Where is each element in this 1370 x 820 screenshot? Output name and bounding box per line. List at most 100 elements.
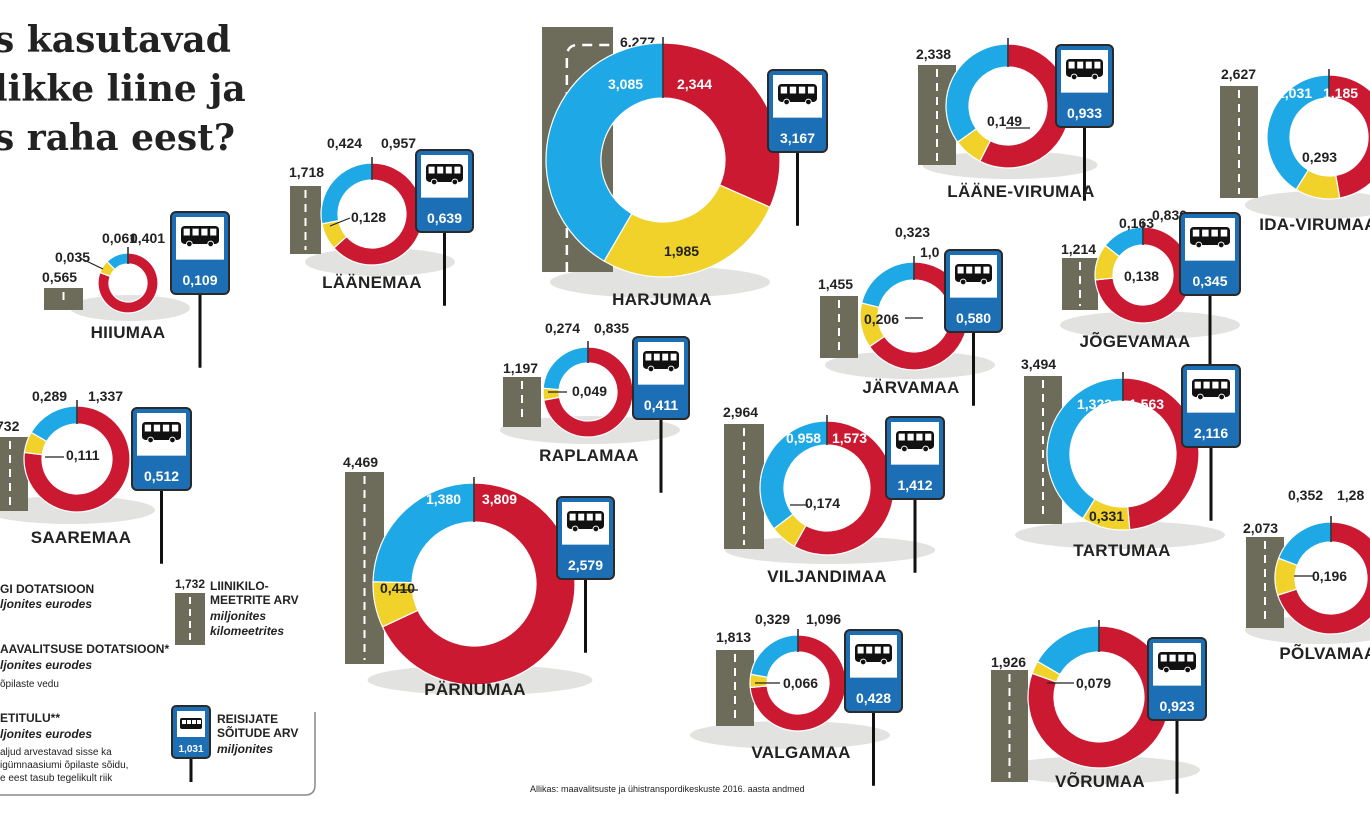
road-icon xyxy=(1062,258,1098,310)
region-lääne-virumaa: 2,338 0,687 1,132 0,149 0,933 LÄÄNE-VIRUMAA xyxy=(916,29,1114,201)
ticket-value: 1,185 xyxy=(1323,85,1358,101)
bus-body xyxy=(1066,58,1103,77)
bus-wheel xyxy=(922,445,930,453)
bus-body xyxy=(181,225,219,244)
bus-body xyxy=(643,350,679,369)
region-name: JÄRVAMAA xyxy=(862,378,959,397)
trips-value: 0,580 xyxy=(956,310,991,326)
ticket-value: 0,835 xyxy=(594,320,629,336)
ticket-value: 2,344 xyxy=(677,76,712,92)
bus-wheel xyxy=(959,278,967,286)
region-name: JÕGEVAMAA xyxy=(1079,331,1190,351)
bus-window xyxy=(670,353,677,361)
bus-wheel xyxy=(185,240,193,248)
legend-road-icon xyxy=(175,593,205,645)
title-line-2: likke liine ja xyxy=(0,68,246,110)
ticket-value: 0,830 xyxy=(1152,207,1187,223)
ground-shadow xyxy=(1015,521,1225,549)
legend-state-unit: ljonites eurodes xyxy=(0,597,92,611)
ground-shadow xyxy=(1060,311,1240,339)
bus-window xyxy=(1094,61,1101,69)
ticket-value: 0,401 xyxy=(130,230,165,246)
region-saaremaa: 732 0,289 1,337 0,111 0,512 SAAREMAA xyxy=(0,388,192,564)
state-slice xyxy=(30,405,78,443)
bus-window xyxy=(798,86,806,94)
legend-trips-value: 1,031 xyxy=(178,744,203,755)
legend-km-unit-2: kilomeetrites xyxy=(210,624,284,638)
legend-ticket-note-1: aljud arvestavad sisse ka xyxy=(0,747,112,758)
bus-body xyxy=(778,83,817,102)
km-value: 1,813 xyxy=(716,629,751,645)
bus-wheel xyxy=(147,436,154,444)
bus-wheel xyxy=(980,278,988,286)
road-icon xyxy=(1220,86,1258,198)
bus-window xyxy=(1187,654,1194,662)
bus-wheel xyxy=(592,525,600,533)
bus-window xyxy=(966,266,973,274)
bus-window xyxy=(1203,381,1210,389)
municipality-value: 0,066 xyxy=(783,675,818,691)
legend-muni-note: õpilaste vedu xyxy=(0,679,59,690)
region-viljandimaa: 2,964 0,958 1,573 0,174 1,412 VILJANDIMAA xyxy=(723,404,945,586)
ticket-slice xyxy=(662,42,781,209)
municipality-value: 0,293 xyxy=(1302,149,1337,165)
ticket-slice xyxy=(23,405,131,513)
bus-sign-icon: 2,579 xyxy=(556,496,615,653)
bus-window xyxy=(1160,654,1167,662)
bus-window xyxy=(662,353,669,361)
bus-sign-icon: 3,167 xyxy=(767,69,828,226)
region-name: LÄÄNEMAA xyxy=(322,273,422,292)
bus-window xyxy=(437,166,444,174)
bus-wheel xyxy=(667,365,675,373)
legend-ticket-note-2: igümnaasiumi õpilaste sõidu, xyxy=(0,760,128,771)
legend-bus-sign-icon xyxy=(171,705,211,782)
bus-window xyxy=(983,266,990,274)
km-value: 2,073 xyxy=(1243,520,1278,536)
bus-window xyxy=(1220,229,1228,237)
legend-muni-label: AAVALITSUSE DOTATSIOON* xyxy=(0,642,169,656)
road-marking xyxy=(565,43,613,272)
legend-border xyxy=(0,712,316,796)
region-name: VILJANDIMAA xyxy=(767,567,886,586)
state-value: 1,380 xyxy=(426,491,461,507)
road-icon xyxy=(991,670,1028,782)
legend-trips-label-2: SÕITUDE ARV xyxy=(217,725,298,740)
bus-wheel xyxy=(1217,241,1225,249)
bus-wheel xyxy=(783,98,790,106)
bus-wheel xyxy=(571,525,579,533)
legend-trips-label-1: REISIJATE xyxy=(217,712,278,726)
bus-window xyxy=(780,86,788,94)
km-value: 2,964 xyxy=(723,404,758,420)
km-value: 0,565 xyxy=(42,269,77,285)
bus-window xyxy=(653,353,660,361)
bus-window xyxy=(144,424,152,432)
trips-value: 0,923 xyxy=(1159,698,1194,714)
title-line-1: s kasutavad xyxy=(0,19,231,61)
state-slice xyxy=(1046,377,1124,520)
ticket-value: 1,096 xyxy=(806,611,841,627)
state-value: 0,163 xyxy=(1119,215,1154,231)
trips-value: 1,412 xyxy=(897,477,932,493)
bus-window xyxy=(957,266,964,274)
ticket-slice xyxy=(1276,521,1370,635)
region-name: PÕLVAMAA xyxy=(1279,643,1370,663)
km-value: 4,469 xyxy=(343,454,378,470)
state-value: 0,958 xyxy=(786,430,821,446)
ticket-value: 1,337 xyxy=(88,388,123,404)
ground-shadow xyxy=(550,266,770,298)
state-value: 0,274 xyxy=(545,320,580,336)
bus-window xyxy=(171,424,179,432)
state-value: 0,323 xyxy=(895,224,930,240)
bus-sign-icon: 2,116 xyxy=(1181,364,1241,521)
road-icon xyxy=(44,288,83,310)
legend-km-label-2: MEETRITE ARV xyxy=(210,593,299,607)
bus-sign-icon: 0,345 xyxy=(1179,212,1241,369)
state-slice xyxy=(1277,521,1332,567)
legend-km-label-1: LIINIKILO- xyxy=(210,579,269,593)
km-value: 2,338 xyxy=(916,46,951,62)
municipality-value: 0,206 xyxy=(864,311,899,327)
ground-shadow xyxy=(1000,756,1200,784)
bus-wheel xyxy=(1196,393,1204,401)
